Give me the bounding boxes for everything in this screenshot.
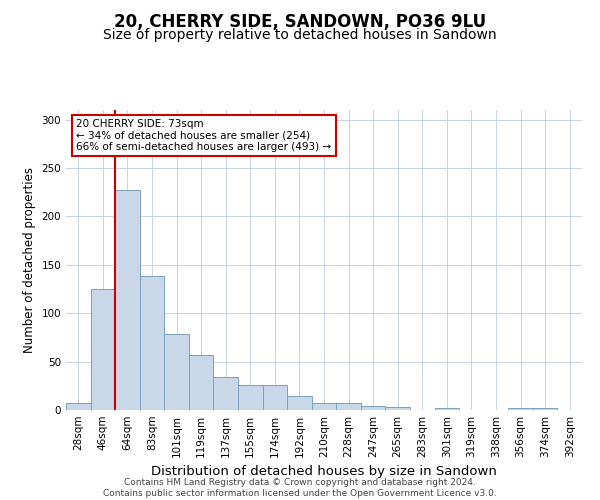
Bar — [361, 406, 385, 410]
Bar — [140, 276, 164, 410]
Bar — [238, 385, 263, 410]
Bar — [336, 403, 361, 410]
Bar — [91, 289, 115, 410]
Bar — [434, 408, 459, 410]
Bar — [312, 403, 336, 410]
X-axis label: Distribution of detached houses by size in Sandown: Distribution of detached houses by size … — [151, 466, 497, 478]
Text: 20, CHERRY SIDE, SANDOWN, PO36 9LU: 20, CHERRY SIDE, SANDOWN, PO36 9LU — [114, 12, 486, 30]
Text: 20 CHERRY SIDE: 73sqm
← 34% of detached houses are smaller (254)
66% of semi-det: 20 CHERRY SIDE: 73sqm ← 34% of detached … — [76, 119, 331, 152]
Bar — [508, 408, 533, 410]
Bar — [263, 385, 287, 410]
Bar — [287, 396, 312, 410]
Bar — [115, 190, 140, 410]
Bar — [189, 355, 214, 410]
Bar — [214, 377, 238, 410]
Bar — [385, 407, 410, 410]
Y-axis label: Number of detached properties: Number of detached properties — [23, 167, 36, 353]
Bar — [533, 408, 557, 410]
Bar — [66, 403, 91, 410]
Bar — [164, 334, 189, 410]
Text: Contains HM Land Registry data © Crown copyright and database right 2024.
Contai: Contains HM Land Registry data © Crown c… — [103, 478, 497, 498]
Text: Size of property relative to detached houses in Sandown: Size of property relative to detached ho… — [103, 28, 497, 42]
